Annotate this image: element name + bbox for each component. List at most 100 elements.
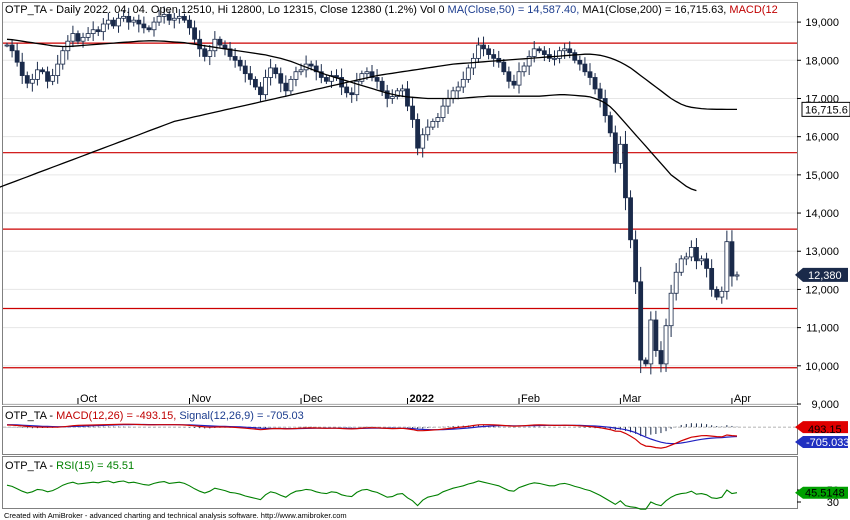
candle-body — [562, 48, 568, 52]
footer-credit: Created with AmiBroker - advanced charti… — [4, 511, 347, 520]
candle-body — [141, 23, 147, 29]
candle-body — [207, 50, 213, 57]
candle-body — [278, 73, 284, 84]
candle-body — [638, 281, 644, 361]
candle-body — [729, 241, 735, 277]
last-price-badge: 12,380 — [795, 267, 848, 282]
candle-body — [288, 78, 294, 92]
rsi-header: OTP_TA - RSI(15) = 45.51 — [5, 460, 134, 472]
price-x-tick-label: Feb — [521, 393, 540, 405]
candle-body — [105, 19, 111, 25]
candle-body — [633, 239, 639, 283]
candle-body — [192, 27, 197, 40]
candle-body — [648, 319, 654, 365]
candle-body — [313, 65, 319, 73]
candle-body — [75, 33, 81, 42]
candle-body — [389, 96, 395, 99]
candle-body — [552, 57, 557, 60]
candle-body — [156, 15, 162, 23]
price-x-tick-label: Nov — [192, 393, 212, 405]
candle-body — [369, 71, 375, 78]
price-x-tick-label: 2022 — [409, 393, 433, 405]
candle-body — [50, 75, 56, 82]
candle-body — [166, 14, 172, 21]
candle-body — [242, 65, 248, 75]
candle-body — [602, 98, 608, 117]
candle-body — [430, 120, 436, 128]
ma50-line — [0, 53, 737, 188]
candle-body — [699, 258, 704, 262]
macd-line — [6, 423, 738, 449]
candle-body — [694, 247, 699, 262]
price-y-axis: 9,000 10,000 11,000 12,000 13,000 14,000 15,00… — [797, 17, 839, 411]
candle-body — [379, 80, 385, 92]
candle-body — [45, 71, 50, 82]
candle-body — [501, 61, 507, 73]
candle-body — [19, 61, 25, 76]
candle-body — [182, 15, 187, 21]
rsi-badge: 45.5148 — [795, 486, 848, 500]
candle-body — [116, 17, 121, 27]
candle-body — [531, 48, 537, 57]
candle-body — [131, 19, 137, 23]
candle-body — [308, 63, 314, 67]
candle-body — [202, 48, 208, 57]
candle-body — [111, 19, 116, 27]
candle-body — [100, 23, 106, 33]
candle-body — [136, 19, 142, 25]
price-x-axis: Oct Nov Dec 2022 Feb Mar Apr — [77, 393, 751, 405]
candle-body — [410, 105, 415, 120]
candle-body — [683, 256, 689, 260]
candle-body — [628, 197, 633, 241]
candle-body — [14, 50, 20, 63]
candle-body — [146, 27, 152, 31]
price-y-tick-label: 14,000 — [805, 208, 839, 220]
candle-body — [40, 69, 45, 73]
price-candles — [4, 6, 740, 375]
candle-body — [400, 88, 405, 92]
candle-body — [9, 44, 15, 52]
candle-body — [344, 86, 350, 94]
candle-body — [283, 82, 289, 92]
candle-body — [541, 50, 547, 55]
candle-body — [440, 105, 446, 118]
candle-body — [187, 19, 192, 29]
candle-body — [688, 247, 694, 258]
rsi-y-tick-label: 30 — [827, 497, 839, 509]
candle-body — [339, 77, 344, 88]
candle-body — [460, 78, 466, 88]
rsi-panel-frame — [2, 456, 798, 509]
candle-body — [237, 59, 243, 67]
candle-body — [374, 77, 380, 82]
candle-body — [273, 67, 279, 75]
candle-body — [24, 75, 30, 84]
candle-body — [511, 80, 517, 86]
candle-body — [60, 50, 66, 65]
svg-text:16,715.6: 16,715.6 — [805, 104, 848, 116]
candle-body — [318, 71, 324, 78]
candle-body — [268, 67, 274, 78]
price-panel-frame — [2, 2, 798, 405]
candle-body — [35, 69, 40, 80]
candle-body — [709, 268, 715, 290]
candle-body — [536, 48, 542, 52]
ma200-badge: 16,715.6 — [801, 101, 850, 117]
price-y-tick-label: 13,000 — [805, 246, 839, 258]
candle-body — [521, 65, 527, 73]
candle-body — [506, 71, 512, 82]
candle-body — [364, 71, 370, 75]
candle-body — [323, 77, 329, 82]
candle-body — [232, 56, 238, 61]
macd-header: OTP_TA - MACD(12,26) = -493.15, Signal(1… — [5, 410, 304, 422]
candle-body — [643, 359, 649, 365]
price-y-tick-label: 18,000 — [805, 55, 839, 67]
price-y-tick-label: 9,000 — [811, 399, 839, 411]
price-y-tick-label: 10,000 — [805, 361, 839, 373]
candle-body — [612, 132, 618, 164]
candle-body — [592, 77, 598, 90]
candle-body — [486, 48, 491, 55]
candle-body — [623, 143, 628, 199]
candle-body — [384, 90, 390, 99]
candle-body — [526, 56, 532, 67]
candle-body — [4, 44, 10, 47]
